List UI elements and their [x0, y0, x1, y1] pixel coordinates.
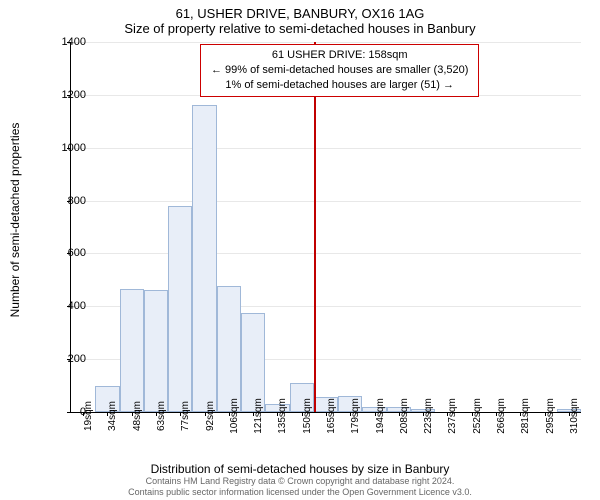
- xtick-label: 223sqm: [423, 398, 434, 434]
- xtick-label: 194sqm: [375, 398, 386, 434]
- xtick-label: 266sqm: [496, 398, 507, 434]
- info-line1: 61 USHER DRIVE: 158sqm: [211, 48, 468, 63]
- xtick-label: 121sqm: [253, 398, 264, 434]
- gridline: [71, 148, 581, 149]
- xtick-label: 281sqm: [520, 398, 531, 434]
- xtick-label: 295sqm: [545, 398, 556, 434]
- histogram-bar: [168, 206, 192, 412]
- ytick-label: 200: [36, 353, 86, 365]
- xtick-label: 208sqm: [399, 398, 410, 434]
- xtick-label: 179sqm: [350, 398, 361, 434]
- xtick-label: 310sqm: [569, 398, 580, 434]
- histogram-bar: [120, 289, 144, 412]
- ytick-label: 800: [36, 195, 86, 207]
- xtick-label: 63sqm: [156, 401, 167, 431]
- ytick-label: 1400: [36, 36, 86, 48]
- title-main: 61, USHER DRIVE, BANBURY, OX16 1AG: [0, 0, 600, 21]
- footer-attribution: Contains HM Land Registry data © Crown c…: [0, 476, 600, 498]
- y-axis-label: Number of semi-detached properties: [8, 25, 22, 220]
- info-line3: 1% of semi-detached houses are larger (5…: [211, 78, 468, 93]
- histogram-bar: [144, 290, 168, 412]
- ytick-label: 1000: [36, 142, 86, 154]
- ytick-label: 1200: [36, 89, 86, 101]
- xtick-label: 150sqm: [302, 398, 313, 434]
- property-marker-line: [314, 42, 316, 412]
- title-sub: Size of property relative to semi-detach…: [0, 21, 600, 38]
- xtick-label: 252sqm: [472, 398, 483, 434]
- gridline: [71, 253, 581, 254]
- xtick-label: 135sqm: [277, 398, 288, 434]
- gridline: [71, 201, 581, 202]
- histogram-bar: [192, 105, 216, 412]
- histogram-bar: [217, 286, 241, 412]
- xtick-label: 34sqm: [107, 401, 118, 431]
- ytick-label: 0: [36, 406, 86, 418]
- chart-plot-area: 19sqm34sqm48sqm63sqm77sqm92sqm106sqm121s…: [70, 42, 581, 413]
- footer-line2: Contains public sector information licen…: [0, 487, 600, 498]
- ytick-label: 600: [36, 247, 86, 259]
- histogram-bar: [241, 313, 265, 412]
- xtick-label: 237sqm: [447, 398, 458, 434]
- xtick-label: 92sqm: [205, 401, 216, 431]
- xtick-label: 48sqm: [132, 401, 143, 431]
- xtick-label: 165sqm: [326, 398, 337, 434]
- gridline: [71, 42, 581, 43]
- ytick-label: 400: [36, 300, 86, 312]
- footer-line1: Contains HM Land Registry data © Crown c…: [0, 476, 600, 487]
- info-box: 61 USHER DRIVE: 158sqm ← 99% of semi-det…: [200, 44, 479, 97]
- x-axis-label: Distribution of semi-detached houses by …: [0, 462, 600, 476]
- xtick-label: 106sqm: [229, 398, 240, 434]
- info-line2: ← 99% of semi-detached houses are smalle…: [211, 63, 468, 78]
- xtick-label: 77sqm: [180, 401, 191, 431]
